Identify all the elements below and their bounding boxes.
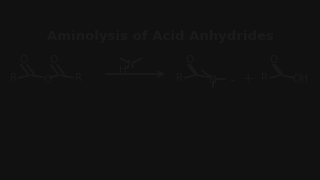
Text: N: N — [209, 75, 217, 85]
Text: R: R — [261, 73, 268, 83]
Text: R: R — [11, 73, 18, 83]
Text: R: R — [176, 73, 184, 83]
Text: N: N — [127, 60, 135, 70]
Text: OH: OH — [292, 74, 308, 84]
Text: H: H — [119, 65, 127, 75]
Text: Aminolysis of Acid Anhydrides: Aminolysis of Acid Anhydrides — [47, 30, 273, 43]
Text: O: O — [20, 55, 28, 65]
Text: +: + — [243, 72, 253, 85]
Text: O: O — [43, 75, 51, 85]
Text: O: O — [50, 55, 58, 65]
Text: R: R — [76, 73, 83, 83]
Text: O: O — [185, 55, 193, 65]
Text: O: O — [270, 55, 278, 65]
Text: –: – — [229, 75, 235, 85]
